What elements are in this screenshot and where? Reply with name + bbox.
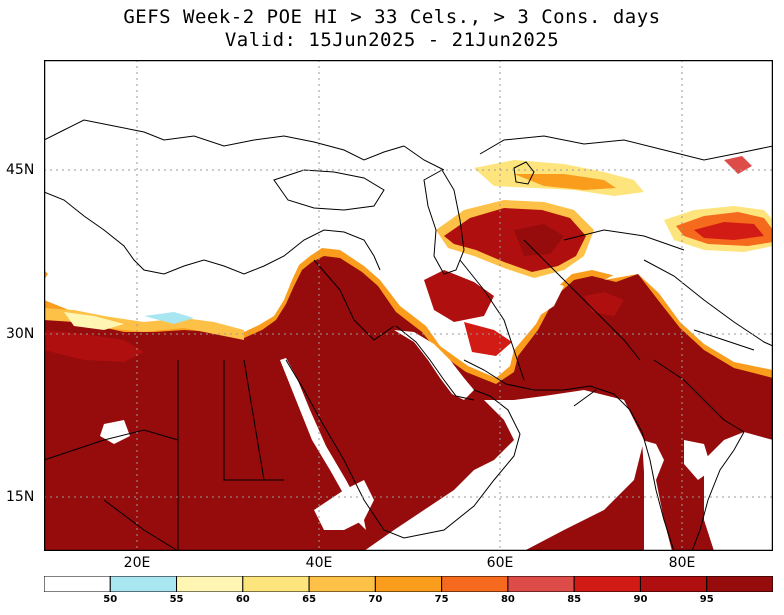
lat-label-45n: 45N [6, 162, 35, 178]
colorbar-tick-label: 80 [500, 594, 515, 605]
heat-region-central-asia [424, 156, 773, 356]
colorbar-tick-label: 95 [699, 594, 714, 605]
lon-label-60e: 60E [486, 555, 514, 571]
colorbar-bin [507, 576, 575, 592]
colorbar [44, 576, 773, 592]
colorbar-tick-label: 60 [235, 594, 250, 605]
colorbar-bin [639, 576, 708, 592]
lon-label-40e: 40E [305, 555, 333, 571]
map-border [44, 60, 773, 551]
map-valid-dates: Valid: 15Jun2025 - 21Jun2025 [224, 29, 560, 51]
country-borders [44, 119, 773, 551]
lon-label-80e: 80E [668, 555, 696, 571]
colorbar-bin [176, 576, 244, 592]
colorbar-tick-label: 55 [169, 594, 184, 605]
lon-label-20e: 20E [123, 555, 151, 571]
colorbar-bin [374, 576, 443, 592]
colorbar-bin [308, 576, 376, 592]
colorbar-tick-label: 50 [103, 594, 118, 605]
colorbar-bin [573, 576, 641, 592]
gridlines [44, 60, 773, 551]
colorbar-tick-label: 65 [302, 594, 317, 605]
colorbar-tick-label: 90 [633, 594, 648, 605]
lat-label-15n: 15N [6, 489, 35, 505]
colorbar-tick-label: 85 [567, 594, 582, 605]
colorbar-bin [706, 576, 773, 592]
map-panel [44, 60, 773, 551]
colorbar-bin [109, 576, 178, 592]
colorbar-tick-label: 75 [434, 594, 449, 605]
lat-label-30n: 30N [6, 326, 35, 342]
colorbar-bin [441, 576, 509, 592]
colorbar-bin [44, 576, 111, 592]
colorbar-tick-label: 70 [368, 594, 383, 605]
colorbar-bin [242, 576, 310, 592]
map-title: GEFS Week-2 POE HI > 33 Cels., > 3 Cons.… [123, 6, 661, 28]
